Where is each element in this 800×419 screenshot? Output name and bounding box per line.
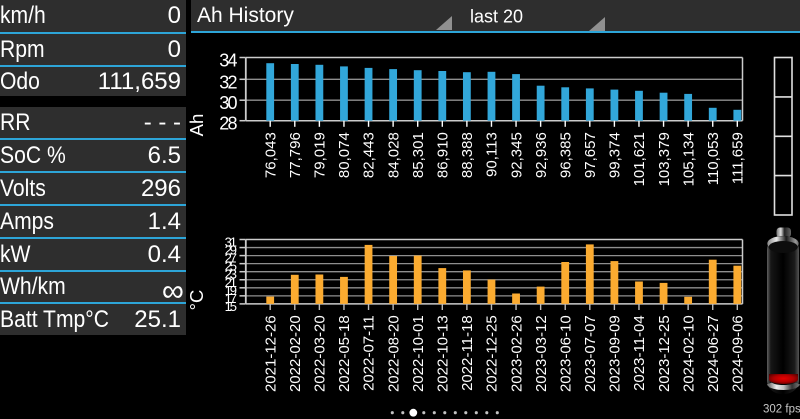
svg-text:21: 21 (225, 275, 237, 290)
svg-text:76,043: 76,043 (262, 132, 279, 178)
svg-text:105,134: 105,134 (680, 132, 697, 186)
svg-text:97,657: 97,657 (582, 132, 599, 178)
svg-text:302 fps: 302 fps (763, 404, 800, 416)
svg-text:30: 30 (219, 93, 237, 113)
svg-text:15: 15 (225, 299, 237, 314)
svg-text:27: 27 (225, 251, 237, 266)
svg-text:2024-06-27: 2024-06-27 (705, 315, 722, 392)
svg-text:111,659: 111,659 (730, 132, 747, 184)
svg-text:25: 25 (225, 259, 237, 274)
svg-text:2022-05-18: 2022-05-18 (336, 315, 353, 392)
svg-text:84,028: 84,028 (385, 132, 402, 178)
svg-text:79,019: 79,019 (312, 132, 329, 178)
svg-text:2023-03-12: 2023-03-12 (533, 315, 550, 392)
svg-text:28: 28 (219, 114, 237, 134)
svg-text:2024-09-06: 2024-09-06 (730, 315, 747, 392)
svg-text:31: 31 (225, 235, 237, 250)
svg-text:2022-10-01: 2022-10-01 (410, 315, 427, 392)
svg-text:2022-07-11: 2022-07-11 (361, 315, 378, 391)
svg-text:86,910: 86,910 (434, 132, 451, 178)
svg-text:110,053: 110,053 (705, 132, 722, 185)
svg-text:34: 34 (219, 51, 237, 71)
svg-text:82,443: 82,443 (361, 132, 378, 178)
svg-text:°C: °C (186, 290, 207, 311)
svg-text:2022-11-18: 2022-11-18 (459, 315, 476, 391)
svg-text:85,301: 85,301 (410, 132, 427, 178)
svg-text:88,388: 88,388 (459, 132, 476, 178)
svg-text:2023-09-09: 2023-09-09 (607, 315, 624, 392)
svg-text:29: 29 (225, 243, 237, 258)
svg-text:96,385: 96,385 (557, 132, 574, 178)
svg-text:99,374: 99,374 (607, 132, 624, 178)
svg-text:2022-10-13: 2022-10-13 (434, 315, 451, 392)
svg-text:32: 32 (219, 72, 237, 92)
svg-text:19: 19 (225, 283, 237, 298)
svg-text:2022-08-20: 2022-08-20 (385, 315, 402, 392)
svg-text:2022-12-25: 2022-12-25 (484, 315, 501, 392)
svg-text:2023-06-10: 2023-06-10 (557, 315, 574, 392)
svg-text:90,113: 90,113 (484, 132, 501, 177)
svg-text:2023-12-25: 2023-12-25 (656, 315, 673, 392)
svg-text:80,074: 80,074 (336, 132, 353, 178)
svg-text:2023-07-07: 2023-07-07 (582, 315, 599, 392)
svg-text:23: 23 (225, 267, 237, 282)
svg-text:2022-03-20: 2022-03-20 (312, 315, 329, 392)
svg-text:2023-02-26: 2023-02-26 (508, 315, 525, 392)
svg-text:2024-02-10: 2024-02-10 (680, 315, 697, 392)
svg-text:2022-02-20: 2022-02-20 (287, 315, 304, 392)
svg-text:101,621: 101,621 (631, 132, 648, 186)
svg-text:77,796: 77,796 (287, 132, 304, 178)
svg-text:92,345: 92,345 (508, 132, 525, 178)
svg-text:92,936: 92,936 (533, 132, 550, 178)
svg-text:103,379: 103,379 (656, 132, 673, 186)
svg-text:2023-11-04: 2023-11-04 (631, 315, 648, 391)
svg-text:Ah: Ah (186, 114, 207, 137)
svg-text:17: 17 (225, 291, 237, 306)
svg-text:2021-12-26: 2021-12-26 (262, 315, 279, 392)
